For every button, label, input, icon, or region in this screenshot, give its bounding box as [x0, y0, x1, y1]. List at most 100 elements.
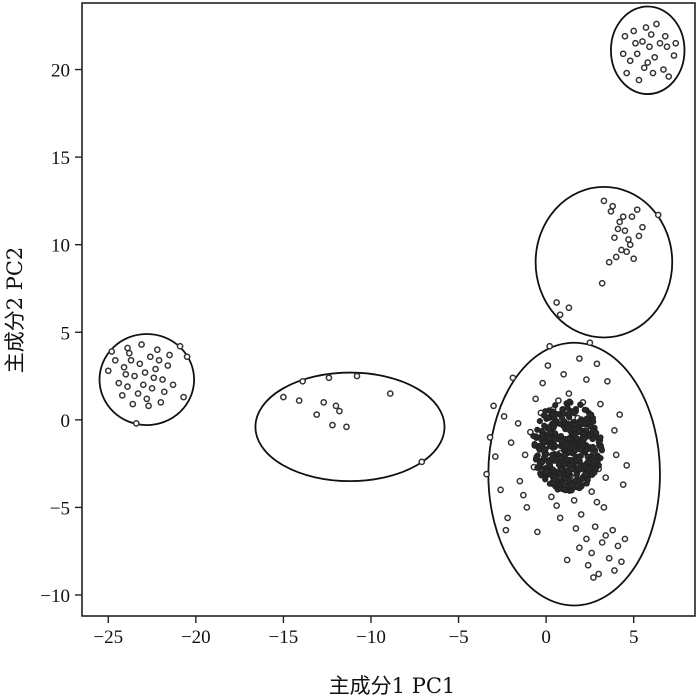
data-point-dense: [540, 439, 548, 446]
x-axis-title: 主成分1 PC1: [329, 674, 456, 698]
data-point-dense: [558, 414, 566, 422]
data-point: [164, 362, 172, 369]
data-point: [532, 395, 539, 403]
data-point-dense: [592, 429, 599, 436]
data-point: [152, 365, 159, 373]
data-point: [619, 481, 627, 488]
data-point: [614, 542, 622, 550]
data-point-dense: [558, 466, 565, 473]
data-point: [630, 27, 638, 35]
data-point-dense: [597, 434, 604, 441]
data-point-dense: [584, 476, 591, 484]
data-point: [483, 470, 490, 478]
data-point: [553, 299, 560, 306]
data-point: [115, 379, 123, 387]
data-point: [141, 369, 149, 376]
data-point: [176, 342, 184, 350]
data-point: [670, 52, 678, 59]
data-point-dense: [583, 465, 590, 472]
data-point: [598, 279, 606, 287]
data-point: [534, 528, 541, 536]
data-point-dense: [550, 479, 557, 487]
data-point-dense: [559, 480, 566, 487]
x-tick-label: −15: [269, 627, 299, 648]
data-point: [556, 311, 564, 319]
x-tick-label: −20: [181, 627, 211, 648]
data-point: [299, 377, 307, 385]
data-point-dense: [577, 466, 584, 473]
data-point-dense: [546, 442, 553, 450]
data-point: [139, 381, 147, 389]
data-point: [520, 491, 527, 499]
data-point: [584, 561, 592, 569]
data-point: [159, 376, 166, 383]
data-point-dense: [576, 428, 583, 435]
data-point: [546, 342, 553, 350]
data-point: [280, 393, 287, 401]
data-point: [642, 24, 650, 31]
data-point-dense: [556, 420, 563, 427]
data-point: [612, 451, 620, 459]
data-point-dense: [536, 418, 543, 425]
data-point: [500, 412, 508, 420]
data-point: [521, 451, 529, 459]
data-point: [129, 400, 137, 408]
data-point: [486, 434, 494, 441]
data-point-dense: [571, 478, 578, 485]
data-point: [418, 458, 426, 466]
data-point-dense: [534, 464, 541, 471]
data-point: [343, 423, 350, 431]
data-point: [611, 567, 618, 574]
data-point: [618, 246, 625, 254]
data-point-dense: [580, 442, 587, 449]
data-point: [565, 390, 573, 397]
data-point: [654, 211, 662, 219]
data-point: [644, 59, 652, 66]
data-point: [616, 411, 624, 418]
data-point: [626, 57, 634, 65]
data-point: [600, 504, 608, 511]
data-point-dense: [591, 457, 598, 464]
data-point: [514, 419, 522, 427]
data-point-dense: [552, 402, 559, 409]
y-axis-title: 主成分2 PC2: [3, 247, 27, 374]
data-point: [570, 497, 578, 504]
data-point: [609, 526, 617, 534]
data-point: [586, 339, 594, 347]
data-point-dense: [538, 458, 546, 466]
data-point-dense: [551, 442, 559, 449]
data-point-dense: [552, 436, 559, 443]
data-point: [639, 38, 646, 45]
data-point-dense: [561, 486, 568, 494]
data-point-dense: [539, 432, 546, 439]
data-point: [504, 514, 511, 522]
x-tick-label: −10: [356, 627, 386, 648]
data-point: [649, 69, 657, 77]
data-point-dense: [595, 439, 602, 446]
data-point: [332, 402, 340, 410]
data-point: [602, 532, 610, 539]
data-point: [625, 236, 632, 243]
data-point-dense: [566, 398, 573, 405]
data-points: [104, 20, 680, 581]
data-point: [555, 397, 562, 404]
data-point-dense: [573, 435, 581, 442]
data-point: [660, 66, 667, 73]
data-point: [623, 69, 631, 77]
data-point: [386, 390, 394, 397]
data-point: [169, 381, 177, 389]
data-point: [646, 43, 653, 51]
data-point: [619, 213, 627, 221]
data-point: [595, 570, 603, 578]
data-point-dense: [536, 446, 543, 453]
data-point: [131, 372, 138, 380]
data-point-dense: [565, 477, 572, 484]
data-point: [635, 76, 643, 84]
data-point: [597, 400, 604, 408]
data-point: [614, 225, 622, 233]
data-point: [490, 402, 497, 410]
data-point-dense: [564, 456, 571, 463]
data-point: [125, 349, 133, 357]
data-point-dense: [577, 446, 584, 453]
data-point: [635, 232, 643, 240]
